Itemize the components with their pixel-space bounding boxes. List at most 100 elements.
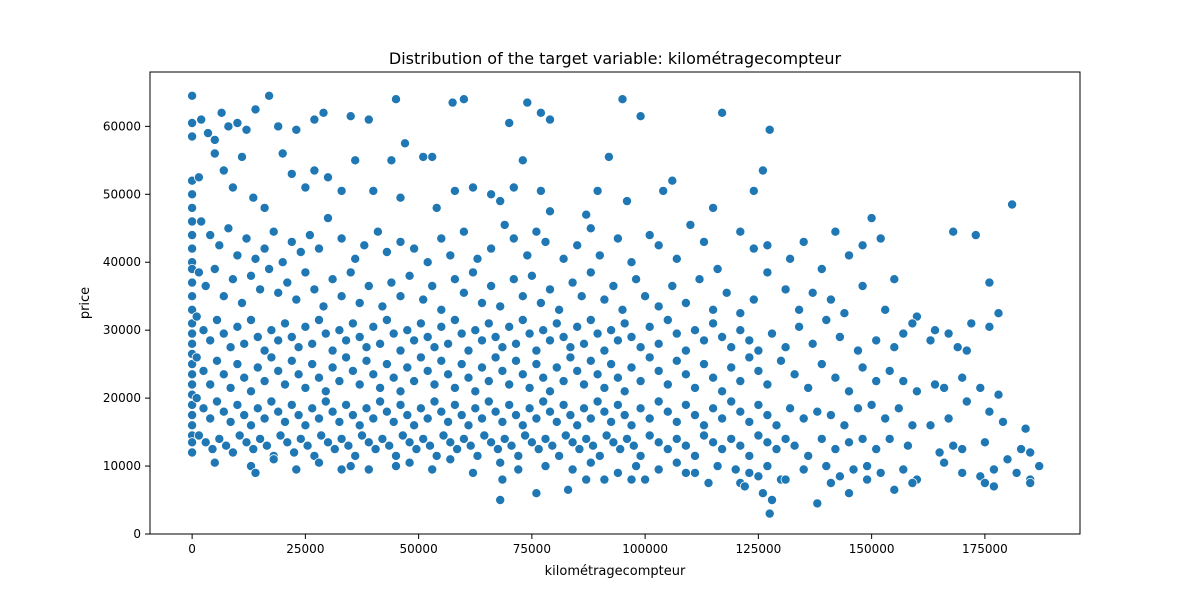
- data-point: [300, 382, 311, 393]
- data-point: [662, 444, 673, 455]
- data-point: [286, 236, 297, 247]
- data-point: [622, 433, 633, 444]
- x-tick-label: 150000: [849, 542, 895, 556]
- data-point: [375, 338, 386, 349]
- data-point: [748, 243, 759, 254]
- data-point: [422, 365, 433, 376]
- data-point: [361, 355, 372, 366]
- data-point: [490, 352, 501, 363]
- data-point: [508, 182, 519, 193]
- data-point: [368, 321, 379, 332]
- data-point: [445, 250, 456, 261]
- data-point: [279, 416, 290, 427]
- data-point: [259, 345, 270, 356]
- data-point: [495, 457, 506, 468]
- data-point: [261, 440, 272, 451]
- data-point: [264, 263, 275, 274]
- data-point: [631, 461, 642, 472]
- data-point: [726, 342, 737, 353]
- data-point: [628, 440, 639, 451]
- data-point: [961, 345, 972, 356]
- data-point: [708, 202, 719, 213]
- data-point: [757, 488, 768, 499]
- data-point: [286, 355, 297, 366]
- data-point: [767, 494, 778, 505]
- data-point: [857, 433, 868, 444]
- data-point: [653, 240, 664, 251]
- data-point: [334, 325, 345, 336]
- data-point: [617, 304, 628, 315]
- data-point: [848, 464, 859, 475]
- data-point: [907, 420, 918, 431]
- data-point: [572, 240, 583, 251]
- data-point: [988, 481, 999, 492]
- data-point: [531, 413, 542, 424]
- data-point: [452, 444, 463, 455]
- data-point: [436, 233, 447, 244]
- data-point: [449, 382, 460, 393]
- data-point: [334, 376, 345, 387]
- data-point: [313, 413, 324, 424]
- data-point: [631, 274, 642, 285]
- data-point: [390, 450, 401, 461]
- data-point: [467, 267, 478, 278]
- data-point: [354, 420, 365, 431]
- data-point: [209, 148, 220, 159]
- data-point: [798, 464, 809, 475]
- data-point: [187, 328, 198, 339]
- data-point: [957, 467, 968, 478]
- data-point: [418, 151, 429, 162]
- data-point: [753, 365, 764, 376]
- data-point: [431, 450, 442, 461]
- data-point: [572, 365, 583, 376]
- data-point: [984, 406, 995, 417]
- data-point: [456, 410, 467, 421]
- data-point: [327, 274, 338, 285]
- data-point: [1025, 477, 1036, 488]
- data-point: [495, 301, 506, 312]
- data-point: [399, 138, 410, 149]
- data-point: [424, 440, 435, 451]
- data-point: [699, 430, 710, 441]
- data-point: [422, 257, 433, 268]
- data-point: [762, 437, 773, 448]
- data-point: [187, 291, 198, 302]
- data-point: [395, 386, 406, 397]
- data-point: [579, 403, 590, 414]
- data-point: [730, 464, 741, 475]
- data-point: [268, 226, 279, 237]
- data-point: [370, 444, 381, 455]
- data-point: [198, 365, 209, 376]
- data-point: [680, 369, 691, 380]
- data-point: [524, 382, 535, 393]
- data-point: [508, 233, 519, 244]
- data-point: [409, 243, 420, 254]
- data-point: [295, 433, 306, 444]
- data-point: [834, 471, 845, 482]
- data-point: [449, 399, 460, 410]
- data-point: [635, 376, 646, 387]
- data-point: [259, 202, 270, 213]
- data-point: [898, 328, 909, 339]
- data-point: [418, 433, 429, 444]
- data-point: [293, 410, 304, 421]
- y-tick-label: 30000: [103, 323, 141, 337]
- data-point: [998, 416, 1009, 427]
- data-point: [415, 403, 426, 414]
- data-point: [273, 287, 284, 298]
- data-point: [619, 318, 630, 329]
- data-point: [404, 437, 415, 448]
- data-point: [717, 107, 728, 118]
- x-tick-label: 25000: [286, 542, 324, 556]
- data-point: [449, 314, 460, 325]
- data-point: [535, 297, 546, 308]
- data-point: [685, 219, 696, 230]
- data-point: [341, 352, 352, 363]
- data-point: [345, 461, 356, 472]
- data-point: [427, 151, 438, 162]
- data-point: [255, 284, 266, 295]
- data-point: [699, 359, 710, 370]
- data-point: [395, 345, 406, 356]
- data-point: [341, 335, 352, 346]
